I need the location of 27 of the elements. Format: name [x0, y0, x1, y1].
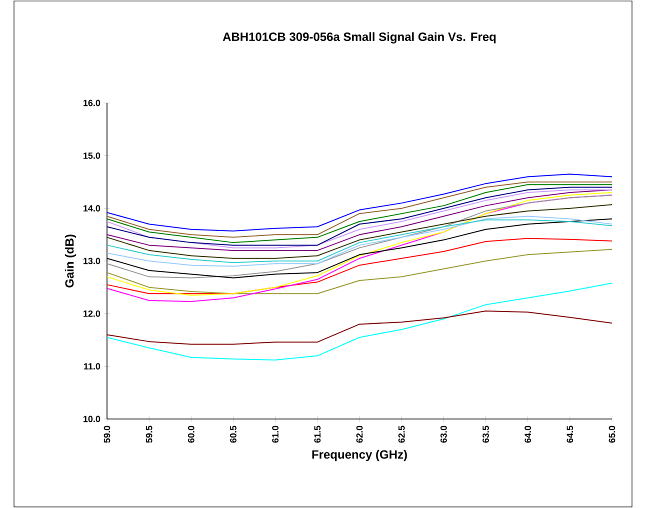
x-tick-label: 62.5 [398, 426, 405, 443]
y-tick-label: 12.0 [84, 310, 100, 317]
y-tick-label: 16.0 [84, 100, 100, 106]
x-tick-label: 63.5 [482, 426, 489, 443]
x-tick-label: 60.0 [188, 426, 194, 443]
x-tick-label: 61.0 [272, 426, 279, 443]
x-tick-label: 59.5 [146, 426, 152, 443]
y-tick-label: 15.0 [84, 152, 100, 159]
line-series [106, 174, 612, 232]
y-tick-label: 10.0 [84, 416, 100, 422]
y-tick-label: 13.0 [84, 258, 100, 264]
line-series [106, 282, 612, 361]
x-axis-title: Frequency (GHz) [312, 450, 407, 462]
x-tick-label: 64.0 [524, 426, 532, 443]
line-series [106, 310, 612, 345]
y-tick-label: 14.0 [84, 205, 100, 212]
x-tick-label: 64.5 [566, 426, 574, 443]
x-tick-label: 62.0 [356, 426, 363, 443]
y-tick-label: 11.0 [84, 363, 100, 370]
line-series [106, 194, 612, 278]
x-tick-label: 60.5 [230, 426, 236, 443]
x-tick-label: 65.0 [608, 426, 616, 443]
y-axis-title: Gain (dB) [64, 234, 76, 288]
x-tick-label: 63.0 [440, 426, 447, 443]
x-tick-label: 59.0 [104, 426, 110, 443]
chart-title: ABH101CB 309-056a Small Signal Gain Vs. Freq [222, 32, 496, 44]
x-tick-label: 61.5 [314, 426, 321, 443]
